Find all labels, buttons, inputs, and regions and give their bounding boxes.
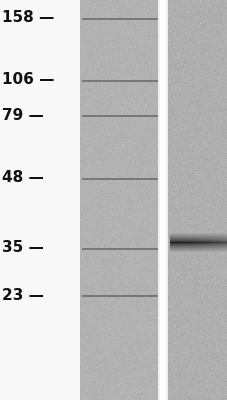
Text: 158 —: 158 — <box>2 10 54 26</box>
Text: 106 —: 106 — <box>2 72 54 88</box>
Text: 79 —: 79 — <box>2 108 44 122</box>
Text: 35 —: 35 — <box>2 240 44 256</box>
Text: 48 —: 48 — <box>2 170 44 186</box>
Text: 23 —: 23 — <box>2 288 44 302</box>
